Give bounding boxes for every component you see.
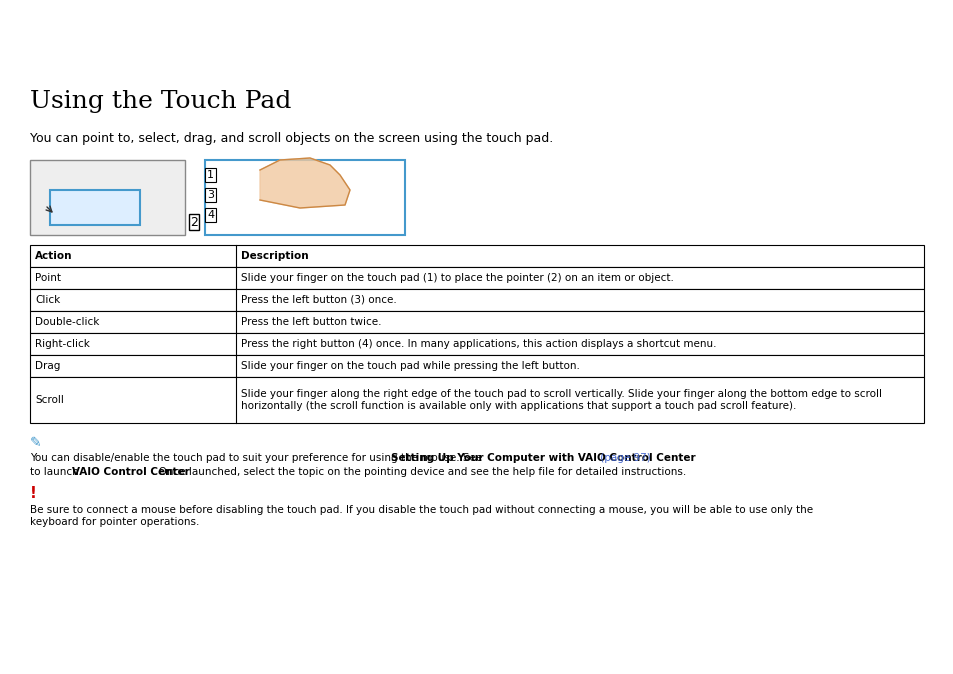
- Bar: [30, 333, 923, 355]
- Text: Description: Description: [240, 251, 308, 261]
- Bar: [30, 355, 923, 377]
- Text: Click: Click: [35, 295, 60, 305]
- Text: Be sure to connect a mouse before disabling the touch pad. If you disable the to: Be sure to connect a mouse before disabl…: [30, 505, 812, 526]
- Text: (page 97): (page 97): [597, 453, 650, 463]
- Text: Press the left button (3) once.: Press the left button (3) once.: [240, 295, 395, 305]
- Text: VAIO Control Center: VAIO Control Center: [71, 467, 190, 477]
- Text: Press the right button (4) once. In many applications, this action displays a sh: Press the right button (4) once. In many…: [240, 339, 716, 349]
- Bar: [30, 311, 923, 333]
- Text: Drag: Drag: [35, 361, 60, 371]
- Bar: [50, 190, 140, 225]
- Bar: [30, 267, 923, 289]
- Text: . Once launched, select the topic on the pointing device and see the help file f: . Once launched, select the topic on the…: [152, 467, 685, 477]
- Bar: [205, 160, 405, 235]
- Text: VAIO: VAIO: [19, 23, 79, 43]
- Bar: [30, 245, 923, 267]
- Text: Slide your finger along the right edge of the touch pad to scroll vertically. Sl: Slide your finger along the right edge o…: [240, 389, 881, 410]
- Text: !: !: [30, 487, 37, 501]
- Text: Press the left button twice.: Press the left button twice.: [240, 317, 380, 327]
- Bar: [30, 160, 185, 235]
- Text: 3: 3: [207, 190, 213, 200]
- Bar: [30, 377, 923, 423]
- Text: Setting Up Your Computer with VAIO Control Center: Setting Up Your Computer with VAIO Contr…: [391, 453, 695, 463]
- Polygon shape: [260, 158, 350, 208]
- Text: Slide your finger on the touch pad while pressing the left button.: Slide your finger on the touch pad while…: [240, 361, 578, 371]
- Text: You can point to, select, drag, and scroll objects on the screen using the touch: You can point to, select, drag, and scro…: [30, 132, 553, 145]
- Bar: [30, 289, 923, 311]
- Text: Using the Touch Pad: Using the Touch Pad: [30, 90, 291, 113]
- Text: Slide your finger on the touch pad (1) to place the pointer (2) on an item or ob: Slide your finger on the touch pad (1) t…: [240, 273, 673, 283]
- Text: Action: Action: [35, 251, 72, 261]
- Text: You can disable/enable the touch pad to suit your preference for using the mouse: You can disable/enable the touch pad to …: [30, 453, 485, 463]
- Text: Scroll: Scroll: [35, 395, 64, 405]
- Text: 2: 2: [190, 216, 197, 228]
- Text: ◄ 32 ►: ◄ 32 ►: [864, 9, 908, 22]
- Text: Point: Point: [35, 273, 61, 283]
- Text: Using Your VAIO Computer: Using Your VAIO Computer: [813, 40, 953, 50]
- Text: ✎: ✎: [30, 436, 42, 450]
- Text: 4: 4: [207, 210, 213, 220]
- Text: to launch: to launch: [30, 467, 82, 477]
- Text: Double-click: Double-click: [35, 317, 99, 327]
- Text: Right-click: Right-click: [35, 339, 90, 349]
- Text: 1: 1: [207, 170, 213, 180]
